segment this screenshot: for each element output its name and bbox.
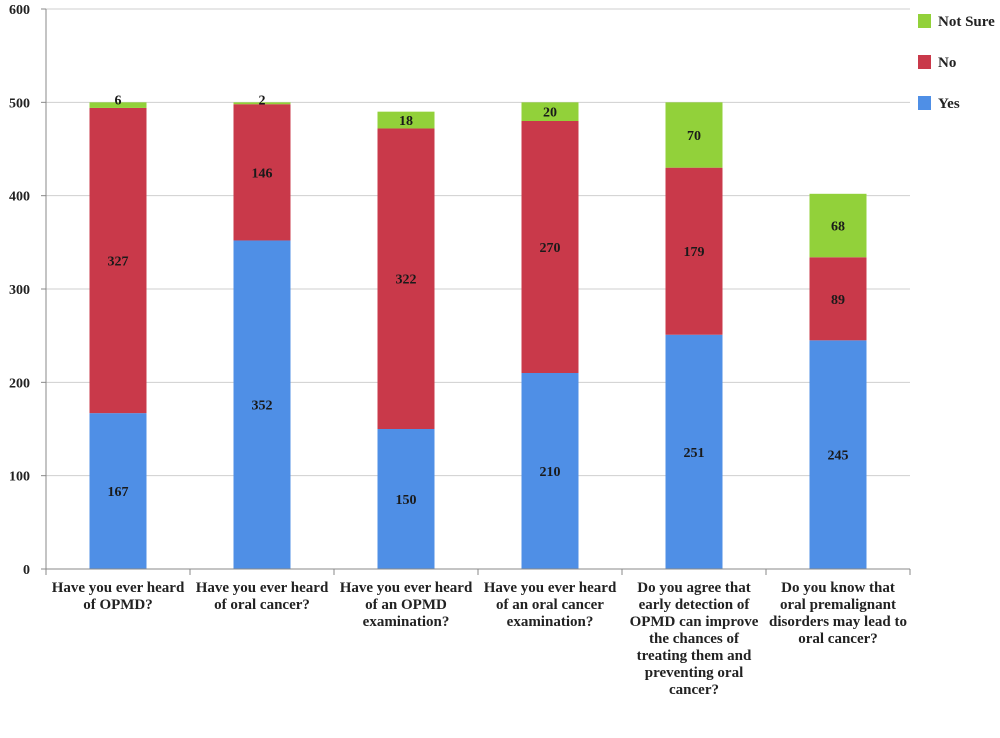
bars bbox=[89, 102, 867, 569]
x-category-label: Have you ever heard of OPMD? bbox=[51, 580, 185, 613]
bar-segment-no bbox=[521, 121, 579, 373]
bar-segment-yes bbox=[89, 413, 147, 569]
y-tick-label: 500 bbox=[9, 96, 30, 111]
data-label: 251 bbox=[684, 446, 705, 461]
x-category-label: Have you ever heard of an OPMD examinati… bbox=[339, 580, 473, 630]
bar-segment-no bbox=[377, 128, 435, 429]
x-category-label: Do you know that oral premalignant disor… bbox=[769, 580, 907, 647]
data-label: 6 bbox=[115, 93, 122, 108]
data-label: 18 bbox=[399, 114, 413, 129]
bar-segment-yes bbox=[233, 240, 291, 569]
data-label: 270 bbox=[540, 241, 561, 256]
bar-segment-no bbox=[233, 104, 291, 241]
data-label: 352 bbox=[252, 399, 273, 414]
data-label: 327 bbox=[108, 255, 129, 270]
data-label: 70 bbox=[687, 129, 701, 144]
legend-label: No bbox=[938, 55, 956, 71]
data-label: 245 bbox=[828, 449, 849, 464]
data-label: 210 bbox=[540, 465, 561, 480]
bar-segment-yes bbox=[809, 340, 867, 569]
bar-segment-not-sure bbox=[377, 111, 435, 129]
legend-swatch bbox=[918, 14, 931, 28]
data-label: 150 bbox=[396, 493, 417, 508]
legend: Not Sure No Yes bbox=[918, 14, 995, 112]
bar-segment-no bbox=[665, 167, 723, 335]
legend-label: Not Sure bbox=[938, 14, 995, 30]
bar-segment-yes bbox=[377, 429, 435, 569]
data-label: 167 bbox=[108, 485, 129, 500]
data-label: 89 bbox=[831, 293, 845, 308]
bar-segment-not-sure bbox=[665, 102, 723, 168]
y-tick-label: 600 bbox=[9, 3, 30, 18]
data-label: 146 bbox=[252, 166, 273, 181]
legend-swatch bbox=[918, 55, 931, 69]
bar-segment-not-sure bbox=[233, 102, 291, 105]
x-category-label: Have you ever heard of oral cancer? bbox=[195, 580, 329, 613]
x-category-label: Do you agree that early detection of OPM… bbox=[629, 580, 759, 698]
y-tick-label: 100 bbox=[9, 470, 30, 485]
bar-segment-not-sure bbox=[89, 102, 147, 108]
y-tick-label: 200 bbox=[9, 376, 30, 391]
bar-segment-yes bbox=[521, 373, 579, 569]
bar-segment-no bbox=[89, 107, 147, 414]
y-tick-label: 400 bbox=[9, 190, 30, 205]
data-label: 2 bbox=[259, 93, 266, 108]
y-tick-label: 300 bbox=[9, 283, 30, 298]
data-label: 68 bbox=[831, 220, 845, 235]
bar-segment-no bbox=[809, 257, 867, 341]
bar-segment-not-sure bbox=[809, 193, 867, 258]
y-tick-label: 0 bbox=[23, 563, 30, 578]
axes: 0 100 200 300 400 500 600 bbox=[9, 3, 911, 578]
bar-segment-not-sure bbox=[521, 102, 579, 121]
gridlines bbox=[46, 8, 910, 477]
data-label: 179 bbox=[684, 245, 705, 260]
data-label: 322 bbox=[396, 273, 417, 288]
x-category-label: Have you ever heard of an oral cancer ex… bbox=[483, 580, 617, 630]
legend-swatch bbox=[918, 96, 931, 110]
bar-segment-yes bbox=[665, 334, 723, 569]
data-label: 20 bbox=[543, 106, 557, 121]
data-labels: 167 327 6 352 146 2 150 322 18 210 270 20 251 179 70 24… bbox=[108, 93, 849, 508]
legend-label: Yes bbox=[938, 96, 960, 112]
